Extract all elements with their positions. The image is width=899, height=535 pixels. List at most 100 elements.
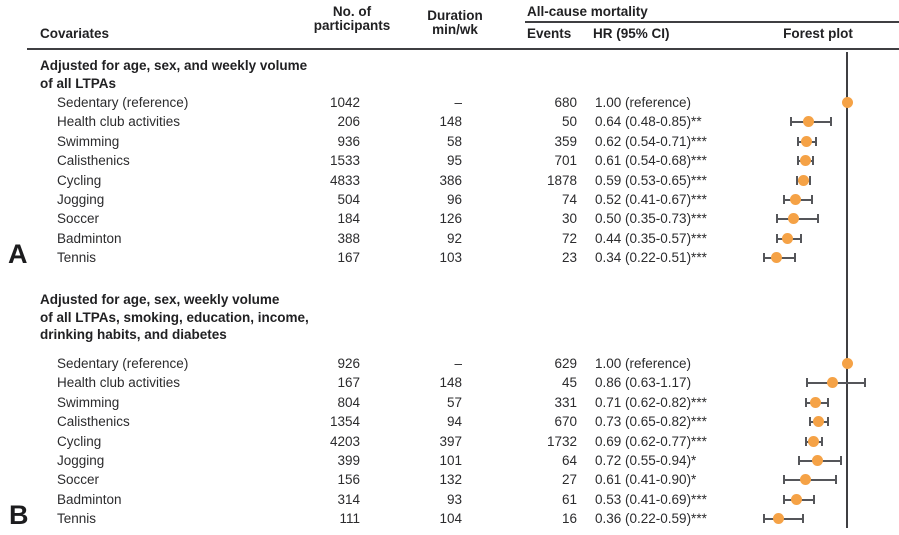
covariate-cell: Sedentary (reference)	[57, 95, 189, 110]
covariate-cell: Soccer	[57, 472, 100, 487]
hr-point-marker	[810, 397, 822, 408]
duration-cell: 96	[446, 192, 462, 207]
covariate-cell: Sedentary (reference)	[57, 356, 189, 371]
hr-ci-cell: 0.34 (0.22-0.51)***	[595, 250, 707, 265]
ci-cap-left	[762, 514, 765, 523]
ci-cap-right	[839, 456, 842, 465]
duration-cell: 92	[446, 231, 462, 246]
hr-ci-cell: 0.50 (0.35-0.73)***	[595, 211, 707, 226]
ci-cap-left	[790, 117, 793, 126]
table-row: Sedentary (reference) 926 – 629 1.00 (refere…	[0, 354, 899, 373]
events-cell: 1878	[546, 173, 577, 188]
table-row: Tennis 111 104 16 0.36 (0.22-0.59)***	[0, 509, 899, 528]
hr-ci-cell: 0.36 (0.22-0.59)***	[595, 511, 707, 526]
participants-cell: 206	[337, 114, 360, 129]
table-row: Cycling 4833 386 1878 0.59 (0.53-0.65)***	[0, 171, 899, 190]
ci-cap-left	[776, 214, 779, 223]
hr-point-marker	[788, 213, 799, 224]
hr-ci-cell: 0.52 (0.41-0.67)***	[595, 192, 707, 207]
duration-cell: 94	[446, 414, 462, 429]
table-row: Calisthenics 1354 94 670 0.73 (0.65-0.82)***	[0, 412, 899, 431]
hr-point-marker	[791, 494, 803, 505]
ci-cap-left	[805, 398, 808, 407]
panel-a-section-title-line1: Adjusted for age, sex, and weekly volume	[40, 58, 308, 73]
hr-point-marker	[773, 513, 785, 524]
group-header-all-cause-mortality: All-cause mortality	[527, 4, 648, 19]
hr-ci-cell: 1.00 (reference)	[595, 356, 692, 371]
table-row: Badminton 388 92 72 0.44 (0.35-0.57)***	[0, 229, 899, 248]
hr-ci-cell: 0.53 (0.41-0.69)***	[595, 492, 707, 507]
duration-cell: 386	[439, 173, 462, 188]
duration-cell: –	[454, 95, 462, 110]
column-header-hr-ci: HR (95% CI)	[593, 26, 670, 41]
participants-cell: 314	[337, 492, 360, 507]
mortality-group-underline	[525, 21, 899, 23]
ci-cap-left	[797, 456, 800, 465]
duration-cell: 103	[439, 250, 462, 265]
hr-ci-cell: 0.86 (0.63-1.17)	[595, 375, 692, 390]
table-row: Calisthenics 1533 95 701 0.61 (0.54-0.68)***	[0, 151, 899, 170]
ci-cap-right	[812, 495, 815, 504]
participants-cell: 4833	[329, 173, 360, 188]
covariate-cell: Health club activities	[57, 375, 181, 390]
covariate-cell: Jogging	[57, 453, 105, 468]
table-row: Cycling 4203 397 1732 0.69 (0.62-0.77)***	[0, 432, 899, 451]
ci-cap-right	[808, 176, 811, 185]
ci-cap-right	[829, 117, 832, 126]
hr-ci-cell: 0.44 (0.35-0.57)***	[595, 231, 707, 246]
participants-cell: 936	[337, 134, 360, 149]
duration-cell: 93	[446, 492, 462, 507]
duration-cell: 148	[439, 114, 462, 129]
participants-cell: 167	[337, 375, 360, 390]
events-cell: 72	[561, 231, 577, 246]
covariate-cell: Cycling	[57, 173, 102, 188]
panel-a-section-title: Adjusted for age, sex, and weekly volume…	[40, 57, 307, 92]
covariate-cell: Jogging	[57, 192, 105, 207]
ci-cap-right	[835, 475, 838, 484]
table-row: Soccer 184 126 30 0.50 (0.35-0.73)***	[0, 209, 899, 228]
panel-b-section-title-line2: of all LTPAs, smoking, education, income…	[40, 309, 309, 325]
column-header-participants-line2: participants	[313, 18, 391, 33]
column-header-participants-line1: No. of	[332, 4, 372, 19]
events-cell: 30	[561, 211, 577, 226]
hr-point-marker	[841, 97, 853, 108]
covariate-cell: Swimming	[57, 395, 120, 410]
events-cell: 61	[561, 492, 577, 507]
participants-cell: 399	[337, 453, 360, 468]
covariate-cell: Swimming	[57, 134, 120, 149]
events-cell: 64	[561, 453, 577, 468]
table-row: Health club activities 167 148 45 0.86 (0.63…	[0, 373, 899, 392]
participants-cell: 156	[337, 472, 360, 487]
events-cell: 50	[561, 114, 577, 129]
events-cell: 680	[554, 95, 577, 110]
hr-point-marker	[812, 416, 824, 427]
covariate-cell: Cycling	[57, 434, 102, 449]
participants-cell: 4203	[329, 434, 360, 449]
duration-cell: 57	[446, 395, 462, 410]
hr-ci-cell: 0.62 (0.54-0.71)***	[595, 134, 707, 149]
ci-cap-right	[826, 417, 829, 426]
hr-point-marker	[826, 377, 838, 388]
ci-cap-right	[802, 514, 805, 523]
ci-cap-left	[776, 234, 779, 243]
table-row: Soccer 156 132 27 0.61 (0.41-0.90)*	[0, 470, 899, 489]
covariate-cell: Badminton	[57, 231, 122, 246]
panel-a-section-title-line2: of all LTPAs	[40, 75, 117, 91]
events-cell: 331	[554, 395, 577, 410]
header-rule	[27, 48, 899, 50]
events-cell: 74	[561, 192, 577, 207]
table-row: Badminton 314 93 61 0.53 (0.41-0.69)***	[0, 490, 899, 509]
hr-point-marker	[802, 116, 814, 127]
ci-cap-right	[810, 195, 813, 204]
hr-ci-cell: 0.59 (0.53-0.65)***	[595, 173, 707, 188]
ci-cap-right	[821, 437, 824, 446]
column-header-duration: Duration min/wk	[415, 9, 495, 37]
hr-point-marker	[790, 194, 802, 205]
covariate-cell: Tennis	[57, 511, 97, 526]
duration-cell: 132	[439, 472, 462, 487]
hr-ci-cell: 0.73 (0.65-0.82)***	[595, 414, 707, 429]
duration-cell: 397	[439, 434, 462, 449]
hr-ci-cell: 0.64 (0.48-0.85)**	[595, 114, 702, 129]
hr-ci-cell: 0.61 (0.41-0.90)*	[595, 472, 697, 487]
